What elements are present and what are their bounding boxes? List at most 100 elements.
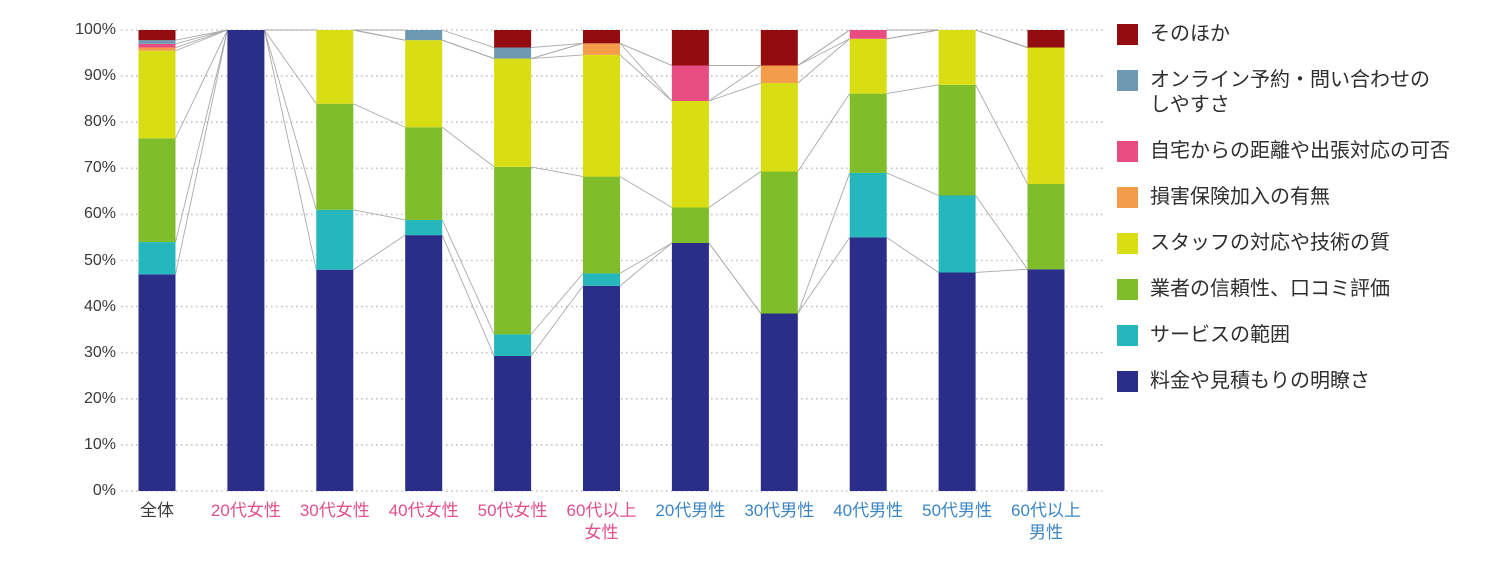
y-tick-label: 50% <box>83 251 116 269</box>
connector-line <box>619 242 673 287</box>
bar-segment <box>583 285 620 491</box>
bar-segment <box>671 100 709 208</box>
bar-segment <box>405 219 443 236</box>
bar-segment <box>1027 183 1065 270</box>
bar-segment <box>138 50 176 139</box>
connector-line <box>708 171 762 208</box>
connector-line <box>442 39 495 60</box>
bar-segment <box>583 54 620 177</box>
connector-line <box>797 38 850 66</box>
legend-item: サービスの範囲 <box>1117 323 1450 348</box>
connector-line <box>619 42 673 66</box>
connector-line <box>619 242 673 274</box>
connector-line <box>797 237 851 314</box>
legend-swatch-icon <box>1117 325 1138 346</box>
connector-line <box>175 29 228 45</box>
connector-line <box>175 29 228 52</box>
connector-line <box>175 29 228 41</box>
connector-line <box>175 29 228 139</box>
bar-segment <box>405 30 443 41</box>
connector-line <box>442 29 495 48</box>
connector-line <box>708 65 762 102</box>
legend-swatch-icon <box>1117 187 1138 208</box>
bar-segment <box>583 30 620 44</box>
connector-line <box>797 93 851 172</box>
bar-segment <box>1027 47 1065 184</box>
bar-segment <box>316 269 354 491</box>
y-tick-label: 60% <box>83 205 116 223</box>
bar-segment <box>138 43 176 48</box>
connector-line <box>353 234 406 271</box>
bar-segment <box>1027 30 1065 48</box>
category-label: 30代男性 <box>744 501 815 520</box>
connector-line <box>708 82 761 102</box>
bar-segment <box>849 30 887 39</box>
category-label: 20代女性 <box>210 501 281 520</box>
legend-swatch-icon <box>1117 371 1138 392</box>
bar-segment <box>405 40 443 128</box>
bar-segment <box>494 166 532 335</box>
legend-label: 料金や見積もりの明瞭さ <box>1150 370 1370 392</box>
legend-item: オンライン予約・問い合わせの しやすさ <box>1117 68 1450 118</box>
connector-line <box>886 172 939 196</box>
bar-segment <box>138 274 176 491</box>
connector-line <box>619 54 673 102</box>
bar-segment <box>405 235 443 491</box>
connector-line <box>975 268 1028 273</box>
bar-segment <box>494 334 532 356</box>
bar-segment <box>760 313 798 491</box>
legend-item: 自宅からの距離や出張対応の可否 <box>1117 139 1450 164</box>
connector-line <box>619 176 673 208</box>
bar-segment <box>849 93 887 173</box>
category-label: 60代以上 女性 <box>566 501 637 542</box>
legend-item: 業者の信頼性、口コミ評価 <box>1117 277 1450 302</box>
category-label: 40代女性 <box>388 501 459 520</box>
bar-segment <box>849 172 887 238</box>
legend-label: オンライン予約・問い合わせの しやすさ <box>1150 69 1430 116</box>
legend-label: 業者の信頼性、口コミ評価 <box>1150 278 1390 300</box>
y-tick-label: 20% <box>83 389 116 407</box>
connector-line <box>175 29 228 275</box>
bar-segment <box>938 195 976 273</box>
legend: そのほかオンライン予約・問い合わせの しやすさ自宅からの距離や出張対応の可否損害保… <box>1117 22 1450 415</box>
bar-segment <box>316 30 354 104</box>
bar-segment <box>760 83 798 172</box>
category-label: 30代女性 <box>299 501 370 520</box>
legend-label: そのほか <box>1150 23 1230 45</box>
connector-line <box>886 84 939 95</box>
bar-segment <box>138 40 176 44</box>
y-tick-label: 70% <box>83 159 116 177</box>
bar-segment <box>760 30 798 66</box>
connector-line <box>353 103 406 128</box>
legend-label: 損害保険加入の有無 <box>1150 186 1330 208</box>
connector-line <box>441 126 495 168</box>
connector-line <box>531 54 584 60</box>
bar-segment <box>494 58 532 167</box>
connector-line <box>975 195 1028 270</box>
y-tick-label: 0% <box>92 482 116 499</box>
category-label: 60代以上 男性 <box>1011 501 1081 542</box>
bar-segment <box>138 242 176 275</box>
bar-segment <box>938 84 976 196</box>
bar-segment <box>1027 269 1065 491</box>
connector-line <box>264 29 317 105</box>
legend-item: そのほか <box>1117 22 1450 47</box>
bar-segment <box>316 209 354 270</box>
y-tick-label: 40% <box>83 297 116 315</box>
bar-segment <box>671 65 709 101</box>
connector-line <box>886 237 939 273</box>
legend-item: 損害保険加入の有無 <box>1117 185 1450 210</box>
y-tick-label: 30% <box>83 343 116 361</box>
bar-segment <box>760 171 798 314</box>
bar-segment <box>227 30 265 491</box>
connector-line <box>531 166 584 178</box>
connector-line <box>886 29 939 40</box>
connector-line <box>441 219 495 335</box>
bar-segment <box>138 30 176 41</box>
connector-line <box>353 29 406 41</box>
connector-line <box>708 242 762 314</box>
bar-segment <box>583 273 620 286</box>
bar-segment <box>494 30 532 48</box>
